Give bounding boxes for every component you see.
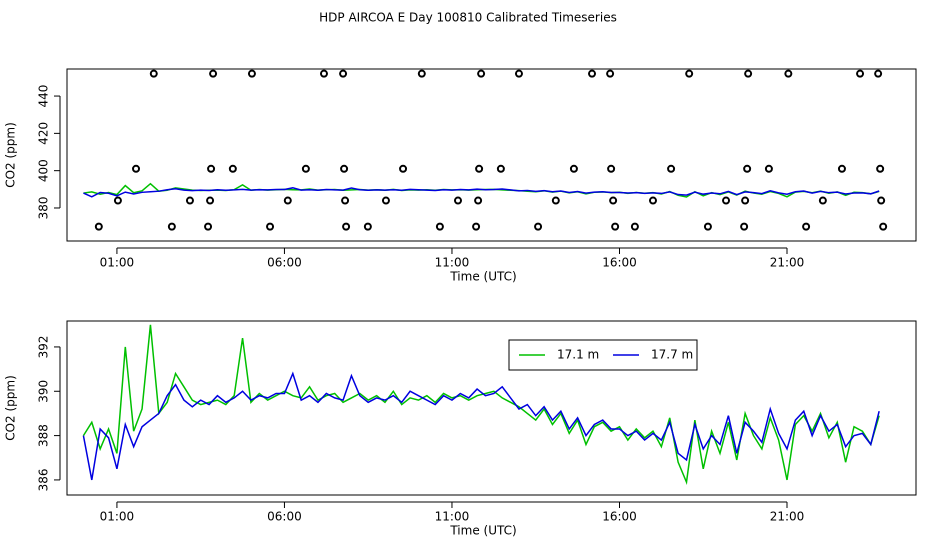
flag-point [667,164,676,173]
flag-point [340,164,349,173]
flag-point [764,164,773,173]
plot-frame [66,320,917,496]
x-tick-label: 16:00 [602,256,637,270]
flag-point [876,164,885,173]
series-line [83,187,880,198]
flag-point [551,196,560,205]
flag-point [879,222,888,231]
flag-point [339,69,348,78]
flag-point [474,196,483,205]
flag-point [630,222,639,231]
flag-point [744,69,753,78]
flag-point [167,222,176,231]
flag-point [341,196,350,205]
y-tick-label: 400 [37,159,51,182]
flag-point [209,69,218,78]
flag-point [94,222,103,231]
flag-point [837,164,846,173]
page-title: HDP AIRCOA E Day 100810 Calibrated Times… [319,11,617,25]
y-axis-label: CO2 (ppm) [4,375,18,441]
flag-point [611,222,620,231]
flag-point [874,69,883,78]
x-tick-label: 21:00 [770,256,805,270]
flag-point [206,196,215,205]
legend-label: 17.7 m [651,348,693,362]
flag-point [435,222,444,231]
flag-point [477,69,486,78]
flag-point [381,196,390,205]
y-tick-label: 390 [37,380,51,403]
flag-point [207,164,216,173]
x-tick-label: 16:00 [602,510,637,524]
flag-point [266,222,275,231]
flag-point [149,69,158,78]
flag-point [802,222,811,231]
flag-point [877,196,886,205]
flag-point [722,196,731,205]
flag-point [588,69,597,78]
flag-point [609,196,618,205]
flag-point [228,164,237,173]
flag-point [534,222,543,231]
flag-point [743,164,752,173]
x-axis-label: Time (UTC) [449,524,516,538]
x-tick-label: 11:00 [435,256,470,270]
y-tick-label: 388 [37,424,51,447]
flag-point [607,164,616,173]
flag-point [453,196,462,205]
flag-point [342,222,351,231]
flag-point [606,69,615,78]
series-line [82,324,880,485]
x-axis-label: Time (UTC) [449,270,516,284]
legend-label: 17.1 m [557,348,599,362]
flag-point [856,69,865,78]
flag-point [132,164,141,173]
y-tick-label: 386 [37,468,51,491]
flag-point [399,164,408,173]
flag-point [185,196,194,205]
flag-point [283,196,292,205]
series-line [82,371,880,481]
flag-point [319,69,328,78]
y-tick-label: 420 [37,122,51,145]
flag-point [301,164,310,173]
flag-point [247,69,256,78]
flag-point [496,164,505,173]
x-tick-label: 11:00 [435,510,470,524]
flag-point [740,222,749,231]
flag-point [741,196,750,205]
flag-point [113,196,122,205]
flag-point [472,222,481,231]
flag-point [648,196,657,205]
x-tick-label: 01:00 [100,510,135,524]
flag-point [685,69,694,78]
flag-point [784,69,793,78]
flag-point [417,69,426,78]
flag-point [703,222,712,231]
x-tick-label: 06:00 [267,256,302,270]
flag-point [818,196,827,205]
y-tick-label: 392 [37,335,51,358]
flag-point [363,222,372,231]
y-axis-label: CO2 (ppm) [4,122,18,188]
x-tick-label: 21:00 [770,510,805,524]
y-tick-label: 440 [37,85,51,108]
flag-point [475,164,484,173]
y-tick-label: 380 [37,197,51,220]
x-tick-label: 01:00 [100,256,135,270]
flag-point [569,164,578,173]
flag-point [514,69,523,78]
x-tick-label: 06:00 [267,510,302,524]
plot-frame [66,68,917,242]
flag-point [204,222,213,231]
